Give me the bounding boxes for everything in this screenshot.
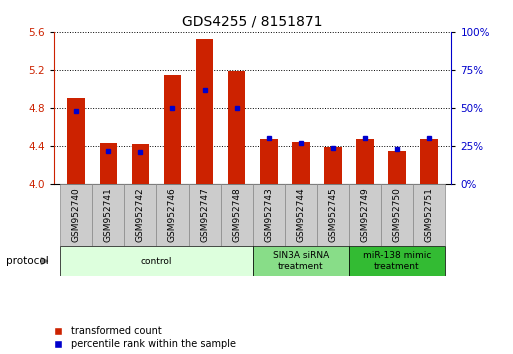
Bar: [125, 184, 156, 246]
Bar: [285, 184, 317, 246]
Bar: [132, 144, 149, 184]
Text: GSM952744: GSM952744: [296, 188, 305, 242]
Bar: [92, 184, 124, 246]
Bar: [388, 151, 406, 184]
Bar: [413, 184, 445, 246]
Text: GSM952751: GSM952751: [424, 188, 433, 242]
Text: miR-138 mimic
treatment: miR-138 mimic treatment: [363, 251, 431, 271]
Bar: [61, 246, 253, 276]
Bar: [164, 75, 181, 184]
Text: GSM952746: GSM952746: [168, 188, 177, 242]
Text: GSM952740: GSM952740: [72, 188, 81, 242]
Text: control: control: [141, 257, 172, 266]
Bar: [381, 184, 413, 246]
Text: GSM952743: GSM952743: [264, 188, 273, 242]
Text: GSM952747: GSM952747: [200, 188, 209, 242]
Bar: [61, 184, 92, 246]
Bar: [100, 143, 117, 184]
Bar: [196, 39, 213, 184]
Bar: [356, 139, 373, 184]
Text: GSM952750: GSM952750: [392, 188, 402, 242]
Bar: [349, 184, 381, 246]
Bar: [292, 142, 309, 184]
Bar: [68, 98, 85, 184]
Text: GSM952741: GSM952741: [104, 188, 113, 242]
Bar: [260, 139, 278, 184]
Bar: [324, 147, 342, 184]
Bar: [156, 184, 189, 246]
Bar: [221, 184, 253, 246]
Text: GSM952748: GSM952748: [232, 188, 241, 242]
Bar: [253, 246, 349, 276]
Legend: transformed count, percentile rank within the sample: transformed count, percentile rank withi…: [53, 326, 236, 349]
Bar: [349, 246, 445, 276]
Text: GSM952742: GSM952742: [136, 188, 145, 242]
Text: protocol: protocol: [6, 256, 49, 266]
Bar: [253, 184, 285, 246]
Bar: [228, 71, 245, 184]
Bar: [420, 139, 438, 184]
Text: GSM952749: GSM952749: [360, 188, 369, 242]
Text: GSM952745: GSM952745: [328, 188, 338, 242]
Text: SIN3A siRNA
treatment: SIN3A siRNA treatment: [272, 251, 329, 271]
Text: GDS4255 / 8151871: GDS4255 / 8151871: [183, 14, 323, 28]
Bar: [189, 184, 221, 246]
Bar: [317, 184, 349, 246]
